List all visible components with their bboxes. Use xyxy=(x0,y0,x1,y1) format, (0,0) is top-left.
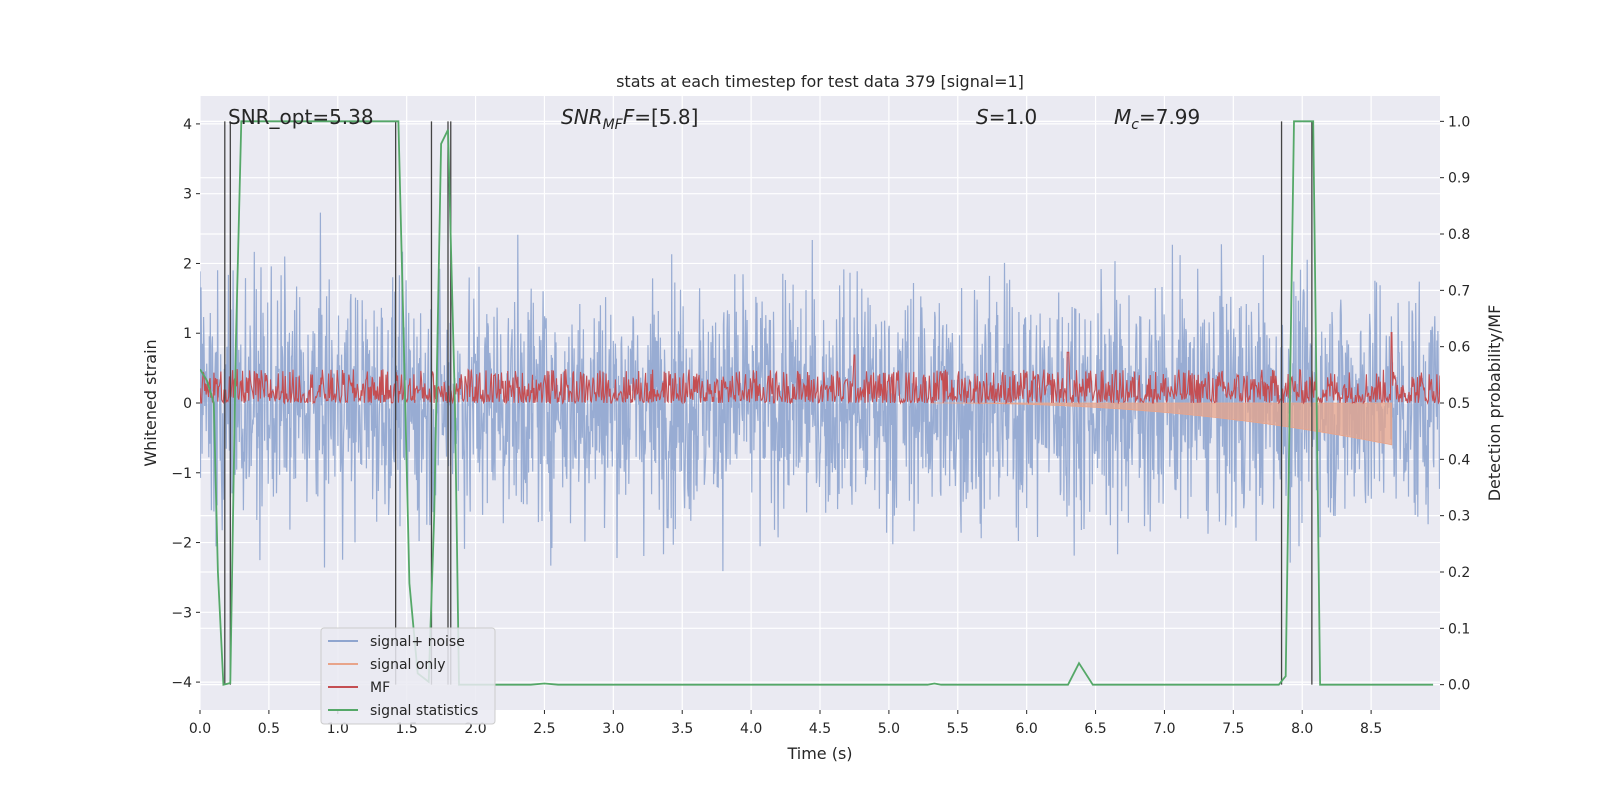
chart-title: stats at each timestep for test data 379… xyxy=(616,72,1024,91)
x-tick-label: 5.0 xyxy=(878,721,900,737)
x-tick-label: 7.0 xyxy=(1153,721,1175,737)
left-y-tick-label: −2 xyxy=(171,536,192,552)
left-y-tick-label: −4 xyxy=(171,675,192,691)
x-tick-label: 0.5 xyxy=(258,721,280,737)
right-y-tick-label: 0.5 xyxy=(1448,396,1470,412)
x-tick-labels: 0.0 0.5 1.0 1.5 2.0 2.5 3.0 3.5 4.0 4.5 5.0 5.5 6.0 6… xyxy=(189,710,1382,737)
x-tick-label: 7.5 xyxy=(1222,721,1244,737)
annotation-snr-mf-label: SNR xyxy=(561,105,603,129)
x-tick-label: 8.0 xyxy=(1291,721,1313,737)
left-y-tick-labels: 4 3 2 1 0 −1 −2 −3 −4 xyxy=(171,117,200,691)
legend: signal+ noise signal only MF signal stat… xyxy=(320,627,496,725)
legend-box xyxy=(320,627,496,725)
left-y-tick-label: 0 xyxy=(183,396,192,412)
x-tick-label: 6.5 xyxy=(1084,721,1106,737)
x-axis-label: Time (s) xyxy=(786,744,852,763)
annotation-snr-mf-f: F xyxy=(623,105,635,129)
annotation-s-value: =1.0 xyxy=(989,105,1038,129)
x-tick-label: 3.0 xyxy=(602,721,624,737)
right-y-tick-label: 0.2 xyxy=(1448,565,1470,581)
x-tick-label: 5.5 xyxy=(947,721,969,737)
x-tick-label: 2.0 xyxy=(464,721,486,737)
vertical-markers xyxy=(224,121,1313,685)
right-y-tick-label: 0.1 xyxy=(1448,621,1470,637)
right-y-tick-label: 0.4 xyxy=(1448,452,1470,468)
annotation-snr-mf-sub: MF xyxy=(603,117,624,133)
annotation-mc: Mc=7.99 xyxy=(1114,105,1200,133)
annotation-snr-opt: SNR_opt=5.38 xyxy=(228,105,374,129)
annotation-snr-mf-value: =[5.8] xyxy=(634,105,698,129)
x-tick-label: 6.0 xyxy=(1016,721,1038,737)
legend-label-signal-noise: signal+ noise xyxy=(370,634,465,650)
x-tick-label: 1.0 xyxy=(327,721,349,737)
left-y-tick-label: 2 xyxy=(183,256,192,272)
series-signal-statistics xyxy=(200,120,1434,686)
right-y-tick-label: 0.3 xyxy=(1448,509,1470,525)
series-mf xyxy=(200,332,1440,405)
x-tick-label: 8.5 xyxy=(1360,721,1382,737)
series-signal-noise xyxy=(200,212,1440,572)
right-y-axis-label: Detection probability/MF xyxy=(1485,305,1504,502)
right-y-tick-label: 0.8 xyxy=(1448,227,1470,243)
series-signal-only xyxy=(930,402,1393,446)
right-y-tick-label: 0.0 xyxy=(1448,678,1470,694)
x-tick-label: 3.5 xyxy=(671,721,693,737)
annotation-snr-mf: SNRMFF=[5.8] xyxy=(561,105,698,133)
right-y-tick-label: 0.9 xyxy=(1448,171,1470,187)
x-tick-label: 4.5 xyxy=(809,721,831,737)
left-y-tick-label: 3 xyxy=(183,187,192,203)
x-tick-label: 2.5 xyxy=(533,721,555,737)
annotation-mc-label: M xyxy=(1114,105,1131,129)
annotation-s: S=1.0 xyxy=(976,105,1037,129)
left-y-tick-label: −3 xyxy=(171,605,192,621)
right-y-tick-label: 0.7 xyxy=(1448,283,1470,299)
x-tick-label: 1.5 xyxy=(396,721,418,737)
right-y-tick-label: 0.6 xyxy=(1448,340,1470,356)
x-tick-label: 0.0 xyxy=(189,721,211,737)
legend-label-signal-only: signal only xyxy=(370,657,445,673)
annotation-mc-sub: c xyxy=(1131,117,1139,133)
annotation-s-label: S xyxy=(976,105,989,129)
left-y-tick-label: 4 xyxy=(183,117,192,133)
x-tick-label: 4.0 xyxy=(740,721,762,737)
right-y-tick-labels: 1.0 0.9 0.8 0.7 0.6 0.5 0.4 0.3 0.2 0.1 0.0 xyxy=(1440,114,1470,694)
legend-label-signal-statistics: signal statistics xyxy=(370,703,478,719)
annotation-mc-value: =7.99 xyxy=(1139,105,1200,129)
left-y-tick-label: 1 xyxy=(183,326,192,342)
left-y-axis-label: Whitened strain xyxy=(141,339,160,466)
right-y-tick-label: 1.0 xyxy=(1448,114,1470,130)
left-y-tick-label: −1 xyxy=(171,466,192,482)
legend-label-mf: MF xyxy=(370,680,390,696)
